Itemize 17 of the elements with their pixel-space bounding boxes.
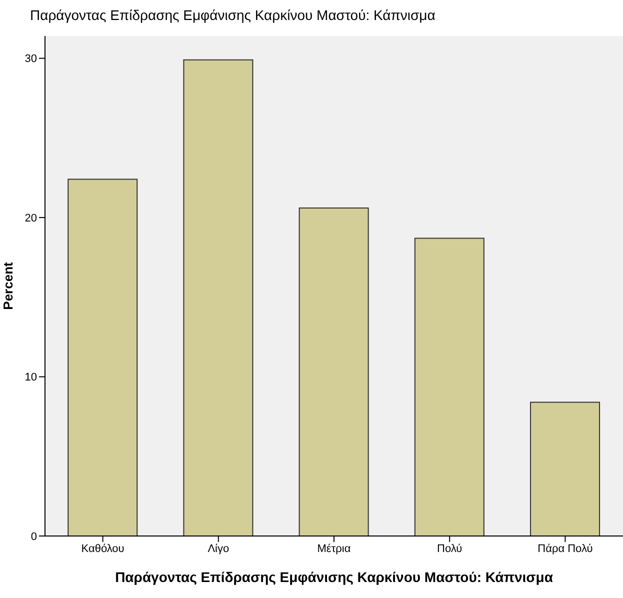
chart-title: Παράγοντας Επίδρασης Εμφάνισης Καρκίνου Μαστού: Κάπνισμα	[30, 7, 436, 23]
x-tick-label: Λίγο	[208, 542, 230, 555]
y-tick-label: 0	[30, 530, 37, 543]
y-axis-title: Percent	[0, 261, 16, 310]
x-tick-label: Πολύ	[437, 542, 462, 555]
bar	[68, 178, 138, 536]
bar	[530, 402, 600, 536]
x-tick-label: Πάρα Πολύ	[538, 542, 593, 555]
bar	[298, 207, 369, 536]
y-tick-label: 20	[24, 212, 37, 224]
bar	[183, 59, 254, 536]
y-tick-label: 10	[24, 372, 37, 384]
x-axis-title: Παράγοντας Επίδρασης Εμφάνισης Καρκίνου Μαστού: Κάπνισμα	[115, 569, 554, 585]
bar	[414, 238, 484, 536]
x-tick-label: Μέτρια	[317, 542, 352, 555]
y-tick-label: 30	[24, 53, 37, 66]
x-tick-label: Καθόλου	[81, 542, 124, 555]
